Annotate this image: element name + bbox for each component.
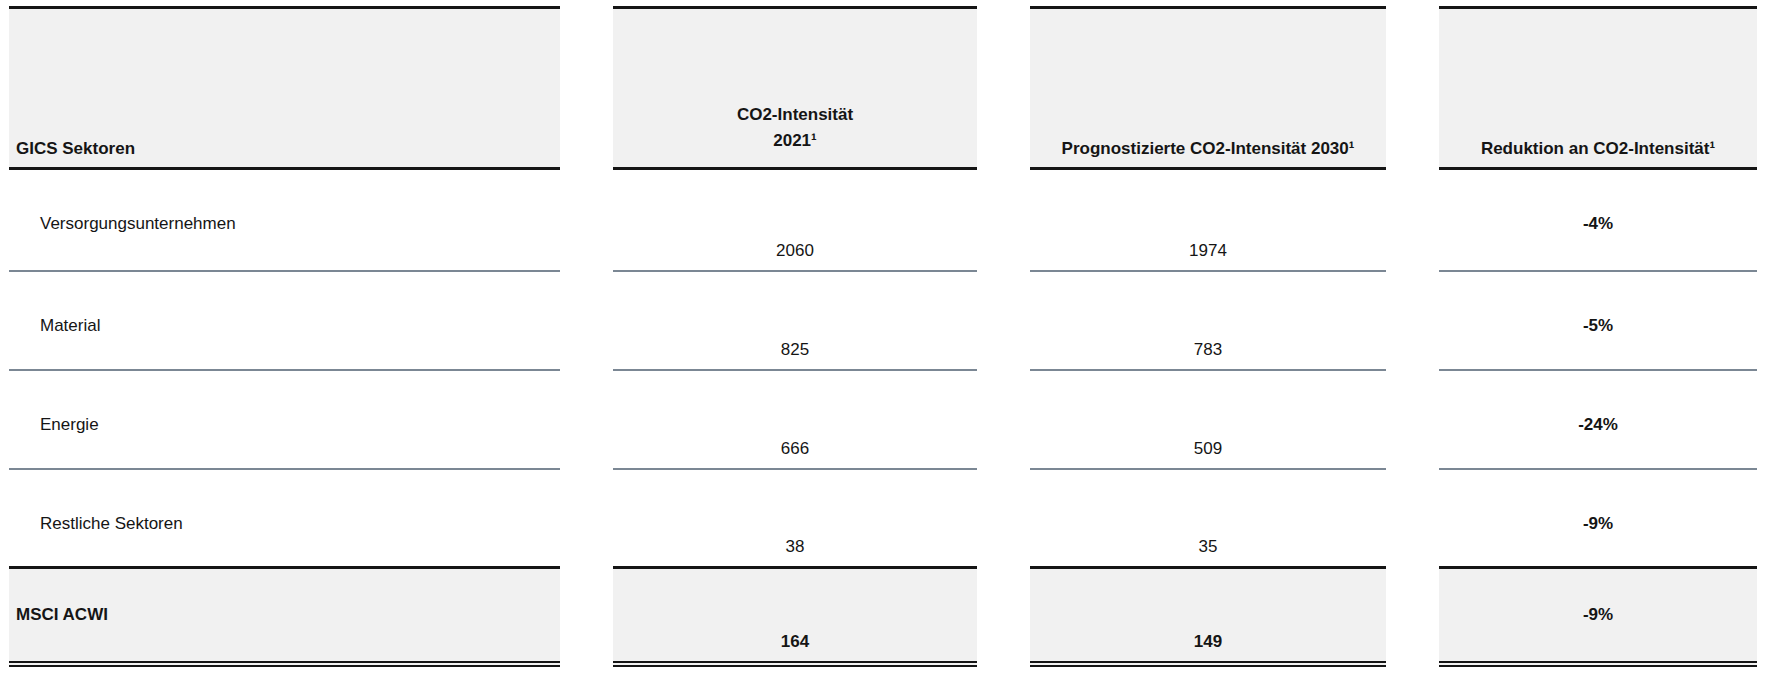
reduction-value: -24% xyxy=(1578,415,1618,435)
sector-label: Material xyxy=(40,316,100,335)
value-2021: 666 xyxy=(781,439,809,459)
col-header-reduktion-label: Reduktion an CO2-Intensität¹ xyxy=(1481,139,1715,159)
footer-msci-acwi-label: MSCI ACWI xyxy=(9,569,560,667)
value-2030: 783 xyxy=(1194,340,1222,360)
value-2030: 509 xyxy=(1194,439,1222,459)
col-header-gics-sektoren: GICS Sektoren xyxy=(9,6,560,170)
row-restliche-sektoren-intensity-2021: 38 xyxy=(613,470,977,569)
row-energie-intensity-2030: 509 xyxy=(1030,371,1386,470)
col-header-gics-sektoren-label: GICS Sektoren xyxy=(16,139,135,159)
col-header-co2-intensitaet-line2: 2021¹ xyxy=(737,128,853,154)
footer-msci-acwi-intensity-2021: 164 xyxy=(613,569,977,667)
col-header-prognostizierte-2030: Prognostizierte CO2-Intensität 2030¹ xyxy=(1030,6,1386,170)
footer-msci-acwi-reduction: -9% xyxy=(1439,569,1757,667)
col-header-co2-intensitaet-2021: CO2-Intensität 2021¹ xyxy=(613,6,977,170)
sector-label: Restliche Sektoren xyxy=(40,514,183,533)
reduction-value: -4% xyxy=(1583,214,1613,234)
footer-value-2030: 149 xyxy=(1194,632,1222,652)
row-versorgungsunternehmen-intensity-2030: 1974 xyxy=(1030,170,1386,272)
row-material-intensity-2030: 783 xyxy=(1030,272,1386,371)
col-header-co2-intensitaet-line1: CO2-Intensität xyxy=(737,102,853,128)
footer-reduction-value: -9% xyxy=(1583,605,1613,625)
reduction-value: -9% xyxy=(1583,514,1613,534)
row-versorgungsunternehmen-reduction: -4% xyxy=(1439,170,1757,272)
reduction-value: -5% xyxy=(1583,316,1613,336)
value-2030: 1974 xyxy=(1189,241,1227,261)
footer-msci-acwi-intensity-2030: 149 xyxy=(1030,569,1386,667)
value-2021: 825 xyxy=(781,340,809,360)
value-2021: 38 xyxy=(786,537,805,557)
sector-label: Versorgungsunternehmen xyxy=(40,214,236,233)
row-restliche-sektoren-reduction: -9% xyxy=(1439,470,1757,569)
row-material-intensity-2021: 825 xyxy=(613,272,977,371)
col-header-reduktion: Reduktion an CO2-Intensität¹ xyxy=(1439,6,1757,170)
footer-value-2021: 164 xyxy=(781,632,809,652)
value-2021: 2060 xyxy=(776,241,814,261)
co2-intensity-table: GICS Sektoren CO2-Intensität 2021¹ Progn… xyxy=(9,6,1770,667)
row-restliche-sektoren-sector: Restliche Sektoren xyxy=(9,470,560,569)
row-energie-reduction: -24% xyxy=(1439,371,1757,470)
value-2030: 35 xyxy=(1199,537,1218,557)
row-material-sector: Material xyxy=(9,272,560,371)
col-header-prognostizierte-2030-label: Prognostizierte CO2-Intensität 2030¹ xyxy=(1062,139,1355,159)
footer-label: MSCI ACWI xyxy=(16,605,108,625)
row-material-reduction: -5% xyxy=(1439,272,1757,371)
row-restliche-sektoren-intensity-2030: 35 xyxy=(1030,470,1386,569)
row-energie-intensity-2021: 666 xyxy=(613,371,977,470)
row-versorgungsunternehmen-sector: Versorgungsunternehmen xyxy=(9,170,560,272)
row-energie-sector: Energie xyxy=(9,371,560,470)
sector-label: Energie xyxy=(40,415,99,434)
row-versorgungsunternehmen-intensity-2021: 2060 xyxy=(613,170,977,272)
